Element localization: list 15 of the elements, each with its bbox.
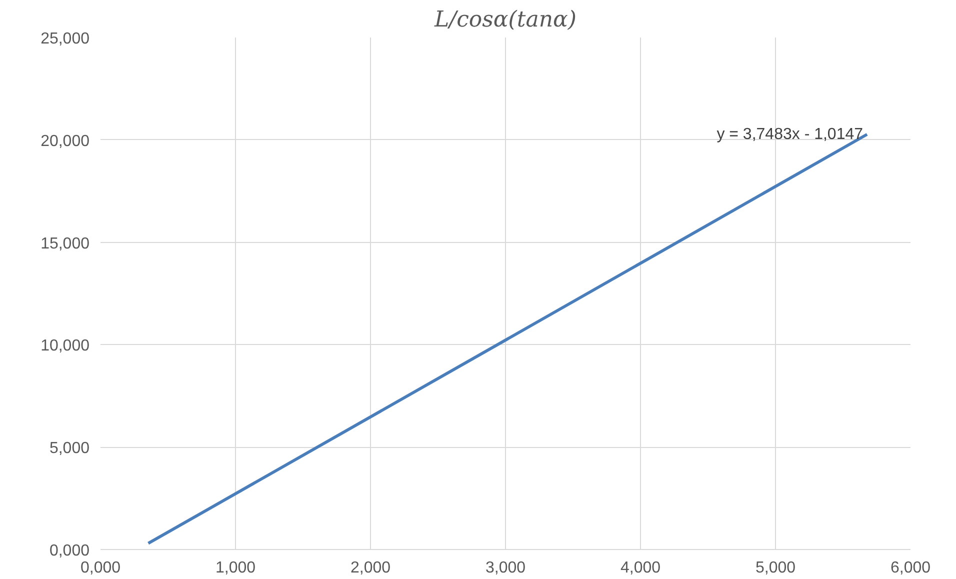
y-tick-label: 5,000 [49, 440, 90, 458]
y-tick-label: 10,000 [40, 338, 90, 355]
x-tick-label: 6,000 [890, 560, 931, 576]
x-tick-label: 0,000 [80, 560, 121, 576]
x-tick-label: 2,000 [350, 560, 391, 576]
y-tick-label: 20,000 [40, 132, 90, 150]
y-tick-label: 25,000 [40, 30, 90, 48]
x-tick-label: 3,000 [485, 560, 526, 576]
x-tick-label: 1,000 [215, 560, 256, 576]
x-tick-label: 4,000 [620, 560, 661, 576]
chart-title: L/cosα(tanα) [434, 8, 576, 32]
y-tick-label: 0,000 [49, 542, 90, 560]
y-tick-label: 15,000 [40, 235, 90, 252]
annotation: y = 3,7483x - 1,0147 [716, 126, 864, 143]
x-tick-label: 5,000 [755, 560, 796, 576]
